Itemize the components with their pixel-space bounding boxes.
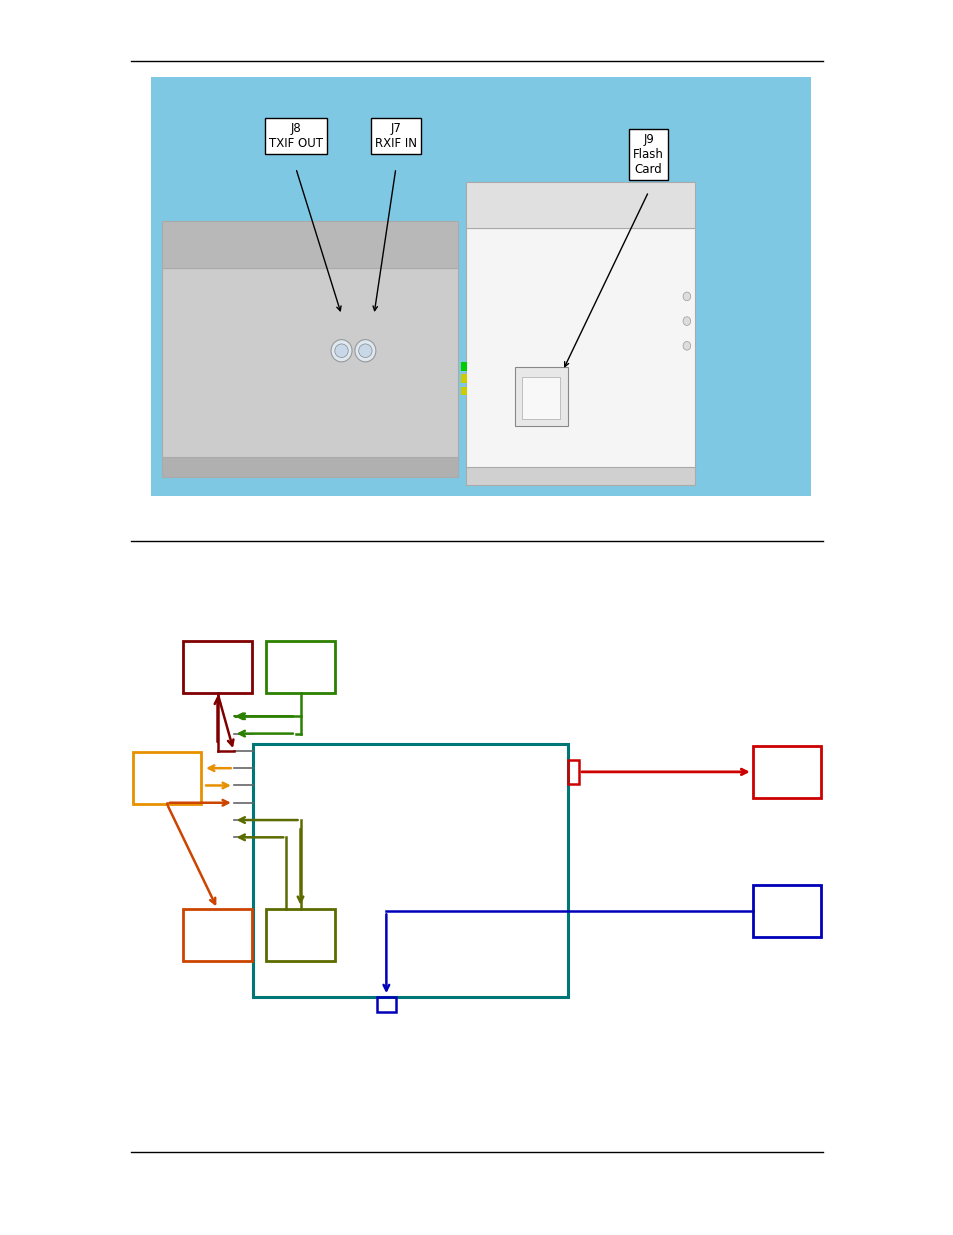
Text: J8
TXIF OUT: J8 TXIF OUT bbox=[269, 122, 322, 149]
Bar bbox=[266, 641, 335, 693]
Bar bbox=[465, 228, 694, 469]
Bar bbox=[162, 221, 457, 268]
Ellipse shape bbox=[682, 342, 690, 351]
Bar bbox=[752, 885, 821, 937]
Bar bbox=[460, 387, 466, 395]
Text: J9
Flash
Card: J9 Flash Card bbox=[633, 133, 663, 175]
Bar bbox=[162, 457, 457, 477]
Bar bbox=[460, 374, 466, 383]
Ellipse shape bbox=[682, 317, 690, 326]
Bar bbox=[162, 268, 457, 459]
Text: J7
RXIF IN: J7 RXIF IN bbox=[375, 122, 416, 149]
Ellipse shape bbox=[355, 340, 375, 362]
Ellipse shape bbox=[331, 340, 352, 362]
Bar bbox=[460, 362, 466, 370]
Bar bbox=[465, 182, 694, 228]
Bar bbox=[567, 760, 578, 784]
Bar bbox=[465, 467, 694, 485]
Bar bbox=[132, 752, 201, 804]
Ellipse shape bbox=[358, 343, 372, 358]
Bar bbox=[376, 998, 395, 1013]
Bar bbox=[752, 746, 821, 798]
Bar bbox=[253, 743, 567, 998]
Bar bbox=[151, 77, 810, 496]
Bar bbox=[521, 377, 559, 419]
Ellipse shape bbox=[335, 343, 348, 358]
Bar bbox=[266, 909, 335, 961]
Bar bbox=[183, 641, 252, 693]
Bar bbox=[515, 367, 567, 426]
Ellipse shape bbox=[682, 293, 690, 301]
Bar bbox=[183, 909, 252, 961]
